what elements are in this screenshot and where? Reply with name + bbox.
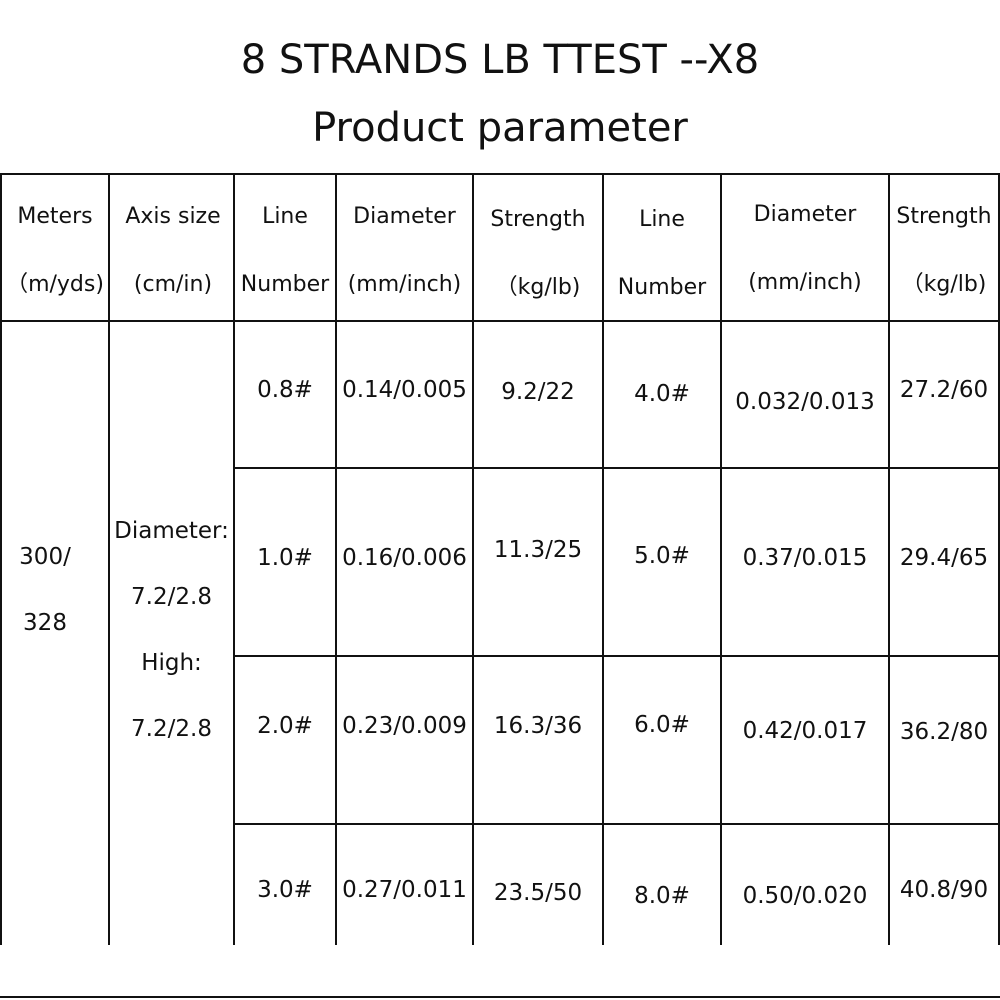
column-divider (0, 173, 2, 945)
cell-diameter: 0.27/0.011 (342, 877, 467, 903)
cell-line-number: 6.0# (634, 712, 690, 738)
cell-diameter: 0.50/0.020 (742, 883, 868, 909)
row-divider (234, 655, 1000, 657)
cell-strength: 16.3/36 (493, 713, 583, 739)
meters-value: 300/ 328 (19, 544, 71, 636)
cell-line-number: 5.0# (634, 543, 690, 569)
header-line-number: Line Number (240, 204, 330, 297)
header-diameter: Diameter (mm/inch) (347, 204, 462, 297)
cell-line-number: 1.0# (257, 545, 313, 571)
header-line-number: Line Number (617, 207, 707, 300)
column-divider (720, 173, 722, 945)
cell-line-number: 8.0# (634, 883, 690, 909)
header-strength: Strength （kg/lb) (490, 207, 586, 300)
cell-line-number: 3.0# (257, 877, 313, 903)
column-divider (472, 173, 474, 945)
cell-strength: 11.3/25 (493, 537, 583, 563)
header-axis-size: Axis size (cm/in) (125, 204, 221, 297)
row-divider (234, 823, 1000, 825)
cell-strength: 36.2/80 (899, 719, 989, 745)
header-diameter: Diameter (mm/inch) (748, 202, 862, 295)
column-divider (998, 173, 1000, 945)
header-divider (0, 320, 1000, 322)
cell-strength: 23.5/50 (493, 880, 583, 906)
page-title: 8 STRANDS LB TTEST --X8 (240, 37, 760, 83)
column-divider (108, 173, 110, 945)
header-meters: Meters （m/yds) (6, 204, 104, 297)
page-subtitle: Product parameter (312, 105, 688, 151)
table-border-bottom (0, 996, 1000, 998)
column-divider (888, 173, 890, 945)
column-divider (602, 173, 604, 945)
cell-diameter: 0.37/0.015 (742, 545, 868, 571)
column-divider (335, 173, 337, 945)
cell-line-number: 4.0# (634, 381, 690, 407)
cell-strength: 29.4/65 (899, 545, 989, 571)
header-strength: Strength （kg/lb) (896, 204, 992, 297)
cell-diameter: 0.42/0.017 (742, 718, 868, 744)
cell-strength: 40.8/90 (899, 877, 989, 903)
axis-size-value: Diameter: 7.2/2.8 High: 7.2/2.8 (114, 518, 229, 742)
cell-diameter: 0.16/0.006 (342, 545, 467, 571)
cell-diameter: 0.032/0.013 (735, 389, 875, 415)
cell-diameter: 0.23/0.009 (342, 713, 467, 739)
column-divider (233, 173, 235, 945)
row-divider (234, 467, 1000, 469)
cell-line-number: 2.0# (257, 713, 313, 739)
table-border-top (0, 173, 1000, 175)
cell-diameter: 0.14/0.005 (342, 377, 467, 403)
cell-strength: 27.2/60 (899, 377, 989, 403)
cell-strength: 9.2/22 (501, 379, 575, 405)
cell-line-number: 0.8# (257, 377, 313, 403)
